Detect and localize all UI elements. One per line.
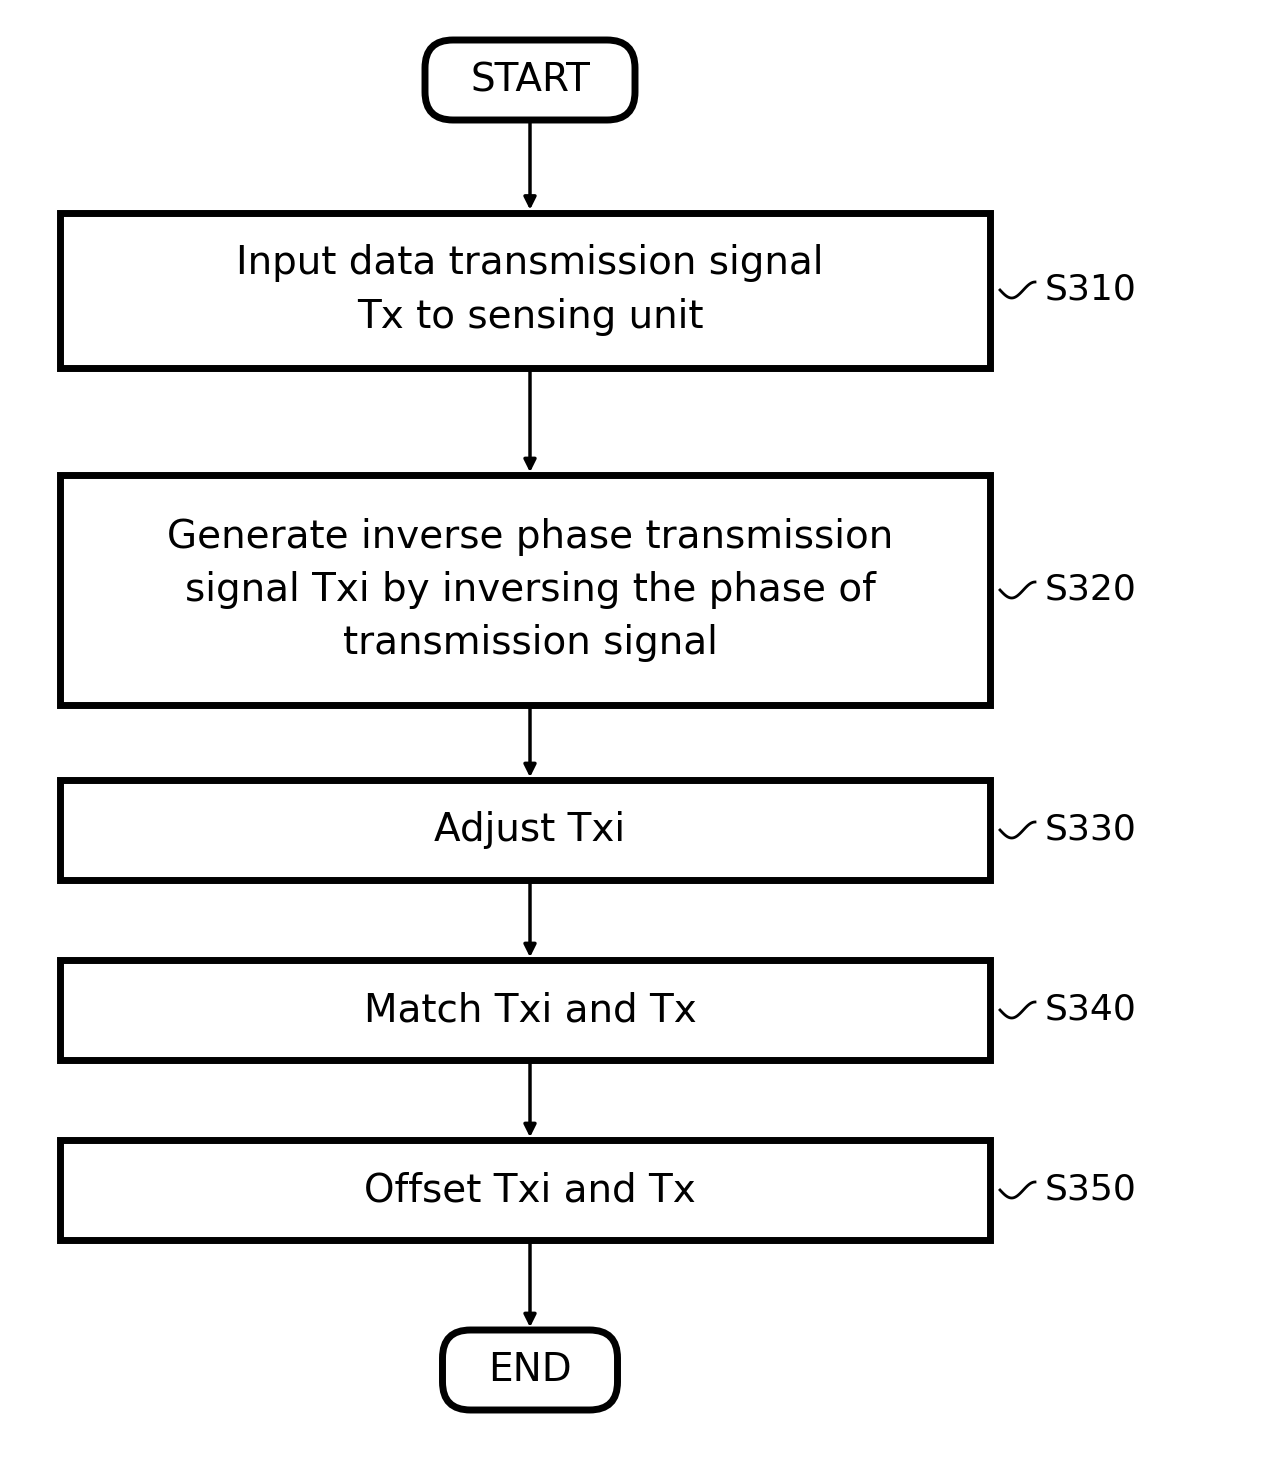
Bar <box>60 212 989 367</box>
Text: Match Txi and Tx: Match Txi and Tx <box>363 991 696 1029</box>
Bar <box>60 475 989 705</box>
Text: S310: S310 <box>1046 273 1137 307</box>
Bar <box>60 960 989 1060</box>
Bar <box>60 780 989 880</box>
Text: Offset Txi and Tx: Offset Txi and Tx <box>365 1171 696 1208</box>
Text: Generate inverse phase transmission
signal Txi by inversing the phase of
transmi: Generate inverse phase transmission sign… <box>167 518 892 662</box>
Text: S320: S320 <box>1046 573 1137 607</box>
Text: S330: S330 <box>1046 813 1137 847</box>
Text: END: END <box>488 1351 571 1389</box>
Bar <box>60 1140 989 1240</box>
Text: S340: S340 <box>1046 992 1137 1026</box>
Text: Input data transmission signal
Tx to sensing unit: Input data transmission signal Tx to sen… <box>236 244 824 336</box>
Text: START: START <box>470 61 590 99</box>
Text: Adjust Txi: Adjust Txi <box>435 812 626 849</box>
FancyBboxPatch shape <box>442 1330 617 1410</box>
FancyBboxPatch shape <box>425 40 635 120</box>
Text: S350: S350 <box>1046 1173 1137 1207</box>
